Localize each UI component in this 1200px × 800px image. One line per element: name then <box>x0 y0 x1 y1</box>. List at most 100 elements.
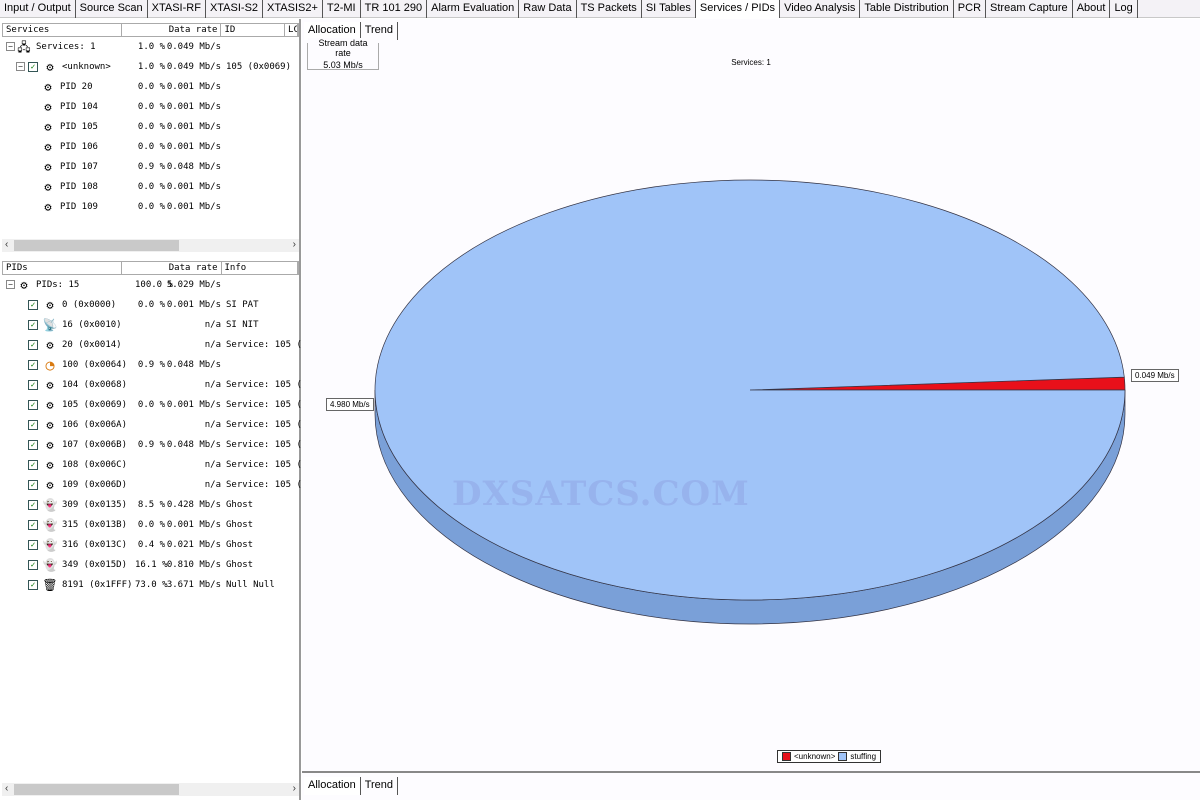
pid-row[interactable]: ✓ ⚙ 20 (0x0014) n/a Service: 105 (0x <box>28 335 313 355</box>
checkbox[interactable]: ✓ <box>28 360 38 370</box>
pid-row[interactable]: ✓ 🗑 8191 (0x1FFF) 73.0 % 3.671 Mb/s Null Null <box>28 575 300 595</box>
service-pid-row[interactable]: ⚙ PID 109 0.0 % 0.001 Mb/s <box>40 197 300 217</box>
service-icon: ⚙ <box>46 60 54 74</box>
checkbox[interactable]: ✓ <box>28 380 38 390</box>
row-data-rate: n/a <box>204 380 221 390</box>
scroll-thumb[interactable] <box>14 784 179 795</box>
col-pids[interactable]: PIDs <box>3 262 123 274</box>
checkbox[interactable]: ✓ <box>28 420 38 430</box>
tab-video-analysis[interactable]: Video Analysis <box>780 0 861 18</box>
tab-xtasi-s2[interactable]: XTASI-S2 <box>206 0 264 18</box>
service-row[interactable]: − ✓ ⚙ <unknown> 1.0 % 0.049 Mb/s 105 (0x0069) <box>16 57 300 77</box>
row-label: <unknown> <box>62 62 111 72</box>
scroll-thumb[interactable] <box>14 240 179 251</box>
services-root-row[interactable]: − 🖧 Services: 1 1.0 % 0.049 Mb/s <box>6 37 300 57</box>
tab-log[interactable]: Log <box>1110 0 1138 18</box>
pids-root-row[interactable]: − ⚙ PIDs: 15 100.0 % 5.029 Mb/s <box>6 275 300 295</box>
service-pid-row[interactable]: ⚙ PID 104 0.0 % 0.001 Mb/s <box>40 97 300 117</box>
tab-xtasi-rf[interactable]: XTASI-RF <box>148 0 206 18</box>
col-info[interactable]: Info <box>222 262 299 274</box>
checkbox[interactable]: ✓ <box>28 440 38 450</box>
scroll-right-icon[interactable]: › <box>292 783 296 794</box>
expand-collapse-icon[interactable]: − <box>6 280 15 289</box>
tab-services-pids[interactable]: Services / PIDs <box>695 0 781 18</box>
pid-row[interactable]: ✓ ⚙ 107 (0x006B) 0.9 % 0.048 Mb/s Service: 10… <box>28 435 313 455</box>
service-pid-row[interactable]: ⚙ PID 105 0.0 % 0.001 Mb/s <box>40 117 300 137</box>
pid-row[interactable]: ✓ 👻 309 (0x0135) 8.5 % 0.428 Mb/s Ghost <box>28 495 300 515</box>
checkbox[interactable]: ✓ <box>28 520 38 530</box>
col-data-rate[interactable]: Data rate <box>122 24 222 36</box>
tab-raw-data[interactable]: Raw Data <box>519 0 577 18</box>
expand-collapse-icon[interactable]: − <box>6 42 15 51</box>
service-pid-row[interactable]: ⚙ PID 108 0.0 % 0.001 Mb/s <box>40 177 300 197</box>
checkbox[interactable]: ✓ <box>28 320 38 330</box>
pid-row[interactable]: ✓ ⚙ 109 (0x006D) n/a Service: 105 (0x <box>28 475 313 495</box>
tab-stream-capture[interactable]: Stream Capture <box>986 0 1073 18</box>
row-label: 20 (0x0014) <box>62 340 122 350</box>
pid-row[interactable]: ✓ 👻 315 (0x013B) 0.0 % 0.001 Mb/s Ghost <box>28 515 300 535</box>
row-data-rate: 0.428 Mb/s <box>166 500 221 510</box>
checkbox[interactable]: ✓ <box>28 62 38 72</box>
pid-row[interactable]: ✓ 👻 316 (0x013C) 0.4 % 0.021 Mb/s Ghost <box>28 535 300 555</box>
pid-row[interactable]: ✓ ⚙ 106 (0x006A) n/a Service: 105 (0x <box>28 415 313 435</box>
row-label: PID 108 <box>60 182 98 192</box>
ghost-icon: 👻 <box>42 518 58 532</box>
col-services[interactable]: Services <box>3 24 123 36</box>
pid-row[interactable]: ✓ ⚙ 0 (0x0000) 0.0 % 0.001 Mb/s SI PAT <box>28 295 300 315</box>
tab-tr-101-290[interactable]: TR 101 290 <box>361 0 428 18</box>
tab-allocation[interactable]: Allocation <box>304 22 361 40</box>
tab-t2-mi[interactable]: T2-MI <box>323 0 361 18</box>
service-pid-row[interactable]: ⚙ PID 106 0.0 % 0.001 Mb/s <box>40 137 300 157</box>
row-label: PID 105 <box>60 122 98 132</box>
pids-scrollbar[interactable]: ‹ › <box>2 783 299 796</box>
checkbox[interactable]: ✓ <box>28 480 38 490</box>
gears-icon: ⚙ <box>46 438 54 452</box>
tab-alarm-evaluation[interactable]: Alarm Evaluation <box>427 0 520 18</box>
scroll-left-icon[interactable]: ‹ <box>5 783 9 794</box>
checkbox[interactable]: ✓ <box>28 300 38 310</box>
checkbox[interactable]: ✓ <box>28 340 38 350</box>
service-pid-row[interactable]: ⚙ PID 20 0.0 % 0.001 Mb/s <box>40 77 300 97</box>
pid-row[interactable]: ✓ 👻 349 (0x015D) 16.1 % 0.810 Mb/s Ghost <box>28 555 300 575</box>
services-scrollbar[interactable]: ‹ › <box>2 239 299 252</box>
tab-trend-bottom[interactable]: Trend <box>361 777 399 795</box>
tab-table-distribution[interactable]: Table Distribution <box>860 0 954 18</box>
pid-row[interactable]: ✓ ◔ 100 (0x0064) 0.9 % 0.048 Mb/s <box>28 355 300 375</box>
row-info: Service: 105 (0x <box>226 460 313 470</box>
pid-row[interactable]: ✓ ⚙ 104 (0x0068) n/a Service: 105 (0x <box>28 375 313 395</box>
tab-allocation-bottom[interactable]: Allocation <box>304 777 361 795</box>
stream-rate-label: Stream data rate <box>308 38 378 58</box>
checkbox[interactable]: ✓ <box>28 460 38 470</box>
tab-source-scan[interactable]: Source Scan <box>76 0 148 18</box>
expand-collapse-icon[interactable]: − <box>16 62 25 71</box>
row-data-rate: 5.029 Mb/s <box>166 280 221 290</box>
scroll-right-icon[interactable]: › <box>292 239 296 250</box>
checkbox[interactable]: ✓ <box>28 400 38 410</box>
trash-icon: 🗑 <box>42 578 58 592</box>
checkbox[interactable]: ✓ <box>28 500 38 510</box>
tab-about[interactable]: About <box>1073 0 1111 18</box>
stream-rate-value: 5.03 Mb/s <box>323 60 363 70</box>
tab-input-output[interactable]: Input / Output <box>0 0 76 18</box>
tab-trend[interactable]: Trend <box>361 22 399 40</box>
tab-xtasis2-[interactable]: XTASIS2+ <box>263 0 323 18</box>
pid-row[interactable]: ✓ 📡 16 (0x0010) n/a SI NIT <box>28 315 300 335</box>
col-data-rate[interactable]: Data rate <box>122 262 222 274</box>
checkbox[interactable]: ✓ <box>28 580 38 590</box>
scroll-left-icon[interactable]: ‹ <box>5 239 9 250</box>
tab-pcr[interactable]: PCR <box>954 0 987 18</box>
row-info: Ghost <box>226 520 254 530</box>
pid-row[interactable]: ✓ ⚙ 105 (0x0069) 0.0 % 0.001 Mb/s Service: 10… <box>28 395 313 415</box>
gears-icon: ⚙ <box>46 378 54 392</box>
checkbox[interactable]: ✓ <box>28 540 38 550</box>
services-header: Services Data rate ID LC <box>2 23 299 37</box>
pid-row[interactable]: ✓ ⚙ 108 (0x006C) n/a Service: 105 (0x <box>28 455 313 475</box>
col-id[interactable]: ID <box>221 24 286 36</box>
service-pid-row[interactable]: ⚙ PID 107 0.9 % 0.048 Mb/s <box>40 157 300 177</box>
row-info: Service: 105 (0x <box>226 420 313 430</box>
row-info: SI NIT <box>226 320 259 330</box>
tab-ts-packets[interactable]: TS Packets <box>577 0 642 18</box>
tab-si-tables[interactable]: SI Tables <box>642 0 696 18</box>
col-lc[interactable]: LC <box>285 24 298 36</box>
checkbox[interactable]: ✓ <box>28 560 38 570</box>
